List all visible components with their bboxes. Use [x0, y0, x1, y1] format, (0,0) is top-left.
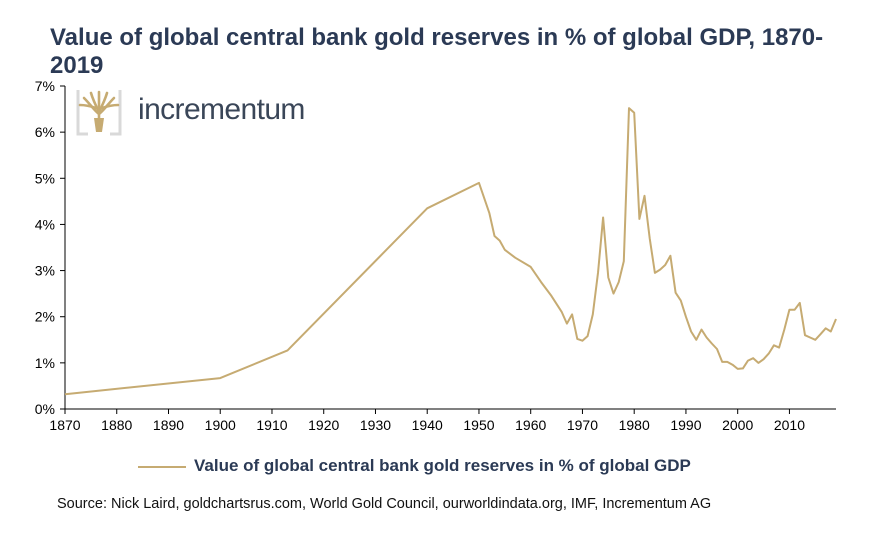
x-tick-label: 2000 [722, 417, 753, 433]
y-tick-label: 1% [35, 355, 55, 371]
y-tick-label: 5% [35, 170, 55, 186]
x-tick-label: 1960 [515, 417, 546, 433]
x-tick-label: 2010 [774, 417, 805, 433]
y-tick-label: 3% [35, 263, 55, 279]
x-tick-label: 1890 [153, 417, 184, 433]
x-tick-label: 1980 [619, 417, 650, 433]
y-tick-label: 7% [35, 78, 55, 94]
series-line [64, 107, 837, 396]
chart-title: Value of global central bank gold reserv… [50, 24, 824, 79]
tree-icon [76, 90, 122, 136]
legend-label: Value of global central bank gold reserv… [194, 456, 691, 475]
y-tick-label: 4% [35, 216, 55, 232]
x-tick-label: 1970 [567, 417, 598, 433]
logo-text: incrementum [138, 93, 305, 126]
y-tick-label: 2% [35, 309, 55, 325]
y-tick-label: 6% [35, 124, 55, 140]
x-tick-label: 1870 [49, 417, 80, 433]
chart: 0% 1% 2% 3% 4% 5% 6% 7% 1870 1880 1890 1900 1910 1920… [35, 78, 837, 433]
y-tick-label: 0% [35, 401, 55, 417]
source-note: Source: Nick Laird, goldchartsrus.com, W… [57, 496, 712, 512]
x-tick-label: 1990 [670, 417, 701, 433]
x-tick-label: 1920 [308, 417, 339, 433]
x-tick-label: 1880 [101, 417, 132, 433]
x-tick-label: 1930 [360, 417, 391, 433]
legend-swatch [138, 466, 186, 468]
logo: incrementum [76, 88, 336, 138]
x-tick-label: 1900 [205, 417, 236, 433]
x-tick-label: 1950 [463, 417, 494, 433]
x-tick-label: 1910 [256, 417, 287, 433]
x-tick-label: 1940 [412, 417, 443, 433]
